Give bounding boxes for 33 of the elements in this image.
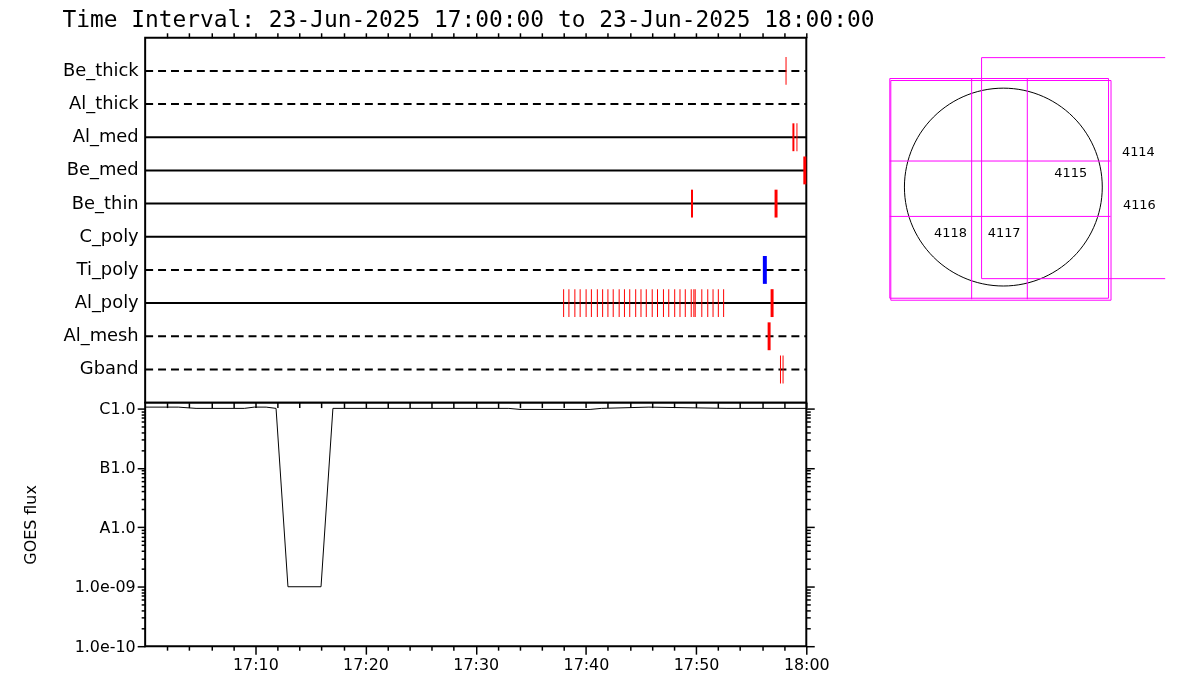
- y-tick-label: A1.0: [99, 517, 136, 537]
- y-tick-label: Al_med: [72, 125, 139, 148]
- y-tick-label: Al_mesh: [63, 324, 139, 347]
- bar: [767, 322, 771, 351]
- text: 4117: [987, 224, 1021, 240]
- x-tick-label: 17:50: [673, 654, 720, 674]
- x-tick-label: 17:30: [453, 654, 500, 674]
- y-tick-label: Gband: [79, 357, 139, 379]
- y-tick-label: Be_thin: [71, 191, 139, 214]
- y-tick-label: C1.0: [99, 398, 136, 418]
- y-tick-label: 1.0e-10: [74, 636, 136, 656]
- y-tick-label: Be_med: [66, 158, 139, 181]
- y-tick-label: Al_poly: [74, 291, 140, 314]
- text: 4116: [1122, 196, 1156, 212]
- text: 4114: [1121, 144, 1155, 160]
- y-tick-label: Ti_poly: [75, 257, 140, 280]
- y-tick-label: Be_thick: [63, 58, 140, 81]
- bar: [770, 289, 774, 318]
- bar: [774, 189, 778, 218]
- y-tick-label: 1.0e-09: [74, 577, 136, 597]
- y-axis-title: GOES flux: [20, 485, 40, 565]
- bar: [762, 256, 767, 284]
- x-tick-label: 17:20: [343, 654, 389, 674]
- bar: [803, 156, 807, 185]
- text: 4115: [1054, 164, 1088, 180]
- x-tick-label: 17:10: [232, 654, 279, 674]
- x-tick-label: 17:40: [563, 654, 610, 674]
- chart-title: Time Interval: 23-Jun-2025 17:00:00 to 23-Jun-2025 18:00:00: [62, 6, 875, 33]
- y-tick-label: B1.0: [99, 458, 136, 478]
- x-tick-label: 18:00: [783, 654, 830, 674]
- y-tick-label: C_poly: [79, 224, 140, 247]
- y-tick-label: Al_thick: [69, 92, 140, 115]
- text: 4118: [934, 224, 967, 240]
